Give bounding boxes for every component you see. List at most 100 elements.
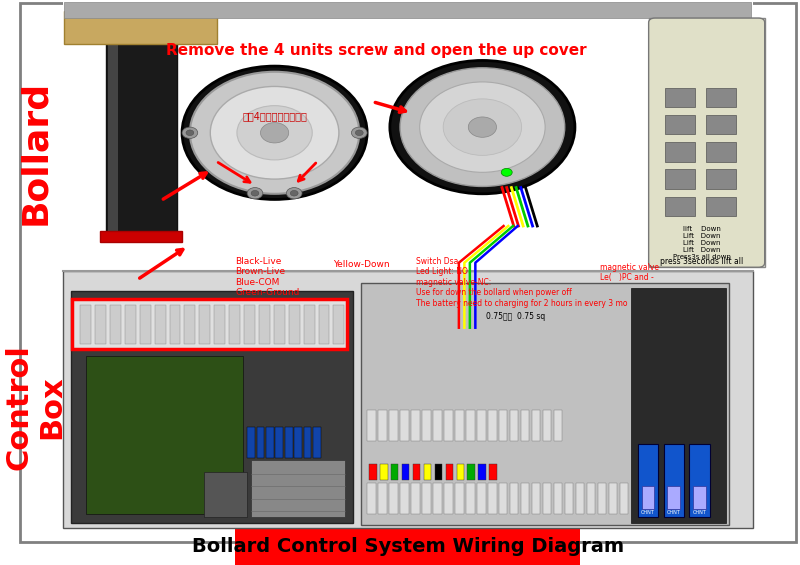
Bar bbox=[423, 464, 431, 480]
Circle shape bbox=[468, 117, 497, 137]
Bar bbox=[285, 427, 293, 458]
Bar bbox=[70, 291, 353, 523]
Bar bbox=[125, 305, 136, 344]
Bar bbox=[86, 356, 243, 514]
Bar bbox=[400, 410, 409, 441]
Bar bbox=[367, 483, 376, 514]
Bar bbox=[411, 410, 420, 441]
Bar bbox=[444, 483, 453, 514]
Circle shape bbox=[400, 68, 565, 186]
Bar bbox=[380, 464, 387, 480]
Bar bbox=[108, 28, 118, 234]
Bar bbox=[413, 464, 421, 480]
Bar bbox=[214, 305, 225, 344]
Bar bbox=[257, 427, 264, 458]
Bar bbox=[199, 305, 210, 344]
Bar bbox=[510, 410, 518, 441]
Circle shape bbox=[355, 130, 363, 136]
Bar bbox=[259, 305, 270, 344]
Bar bbox=[554, 483, 562, 514]
Bar bbox=[467, 464, 475, 480]
Bar bbox=[446, 464, 454, 480]
Bar bbox=[455, 483, 463, 514]
Bar bbox=[466, 410, 474, 441]
Bar bbox=[565, 483, 574, 514]
Bar bbox=[466, 483, 474, 514]
Bar bbox=[455, 410, 463, 441]
Text: 0.75平方  0.75 sq: 0.75平方 0.75 sq bbox=[486, 312, 546, 321]
Bar bbox=[389, 483, 398, 514]
Bar bbox=[490, 464, 498, 480]
Bar bbox=[244, 305, 255, 344]
Text: CHNT: CHNT bbox=[641, 510, 655, 515]
Bar bbox=[609, 483, 618, 514]
Bar bbox=[598, 483, 606, 514]
Bar bbox=[361, 282, 730, 525]
Bar bbox=[665, 170, 695, 189]
Circle shape bbox=[251, 190, 259, 196]
Text: Remove the 4 units screw and open the up cover: Remove the 4 units screw and open the up… bbox=[166, 44, 587, 58]
Bar bbox=[488, 410, 497, 441]
Bar bbox=[554, 410, 562, 441]
FancyBboxPatch shape bbox=[649, 18, 765, 267]
Circle shape bbox=[390, 60, 575, 194]
Bar bbox=[185, 305, 195, 344]
Bar bbox=[477, 483, 486, 514]
Bar bbox=[521, 410, 530, 441]
Text: Control
Box: Control Box bbox=[4, 344, 66, 470]
Bar bbox=[642, 486, 654, 508]
Bar bbox=[274, 305, 285, 344]
Text: Switch Dsa
Led Light: NO
magnetic valve-NC:
Use for down the bollard when power : Switch Dsa Led Light: NO magnetic valve-… bbox=[416, 257, 627, 308]
Bar bbox=[289, 305, 300, 344]
Circle shape bbox=[351, 127, 367, 138]
Bar bbox=[663, 444, 684, 517]
Bar bbox=[110, 305, 121, 344]
Bar bbox=[586, 483, 595, 514]
Bar bbox=[499, 483, 507, 514]
Bar bbox=[422, 483, 430, 514]
Bar bbox=[542, 410, 551, 441]
Bar bbox=[275, 427, 283, 458]
Bar bbox=[631, 288, 726, 523]
Text: Bollard: Bollard bbox=[18, 80, 53, 225]
Bar bbox=[706, 88, 736, 107]
Bar bbox=[690, 444, 710, 517]
Circle shape bbox=[290, 190, 298, 196]
Bar bbox=[694, 486, 706, 508]
Bar bbox=[457, 464, 464, 480]
Bar bbox=[140, 305, 150, 344]
Bar bbox=[532, 483, 541, 514]
Bar bbox=[422, 410, 430, 441]
Bar bbox=[170, 305, 181, 344]
Bar bbox=[304, 427, 311, 458]
Circle shape bbox=[261, 123, 289, 143]
Circle shape bbox=[247, 188, 263, 199]
Bar bbox=[434, 464, 442, 480]
Bar bbox=[667, 486, 680, 508]
Bar bbox=[638, 444, 658, 517]
Bar bbox=[95, 305, 106, 344]
Bar bbox=[80, 305, 91, 344]
Circle shape bbox=[443, 99, 522, 155]
Bar bbox=[154, 305, 166, 344]
Bar bbox=[378, 483, 386, 514]
Circle shape bbox=[186, 130, 194, 136]
Circle shape bbox=[237, 106, 312, 160]
Bar bbox=[389, 410, 398, 441]
Bar bbox=[620, 483, 628, 514]
Bar bbox=[65, 2, 750, 18]
Bar bbox=[247, 427, 255, 458]
Bar bbox=[411, 483, 420, 514]
Text: Black-Live
Brown-Live
Blue-COM
Green-Ground: Black-Live Brown-Live Blue-COM Green-Gro… bbox=[235, 257, 300, 297]
Circle shape bbox=[210, 86, 339, 179]
Circle shape bbox=[182, 127, 198, 138]
Bar bbox=[706, 142, 736, 162]
Bar bbox=[72, 299, 346, 349]
Text: 拆下4个螺丝，打开上盖: 拆下4个螺丝，打开上盖 bbox=[242, 111, 307, 121]
Bar bbox=[313, 427, 321, 458]
Circle shape bbox=[420, 82, 545, 172]
Text: magnetic valve
Le(   )PC and -: magnetic valve Le( )PC and - bbox=[600, 263, 659, 282]
Bar bbox=[294, 427, 302, 458]
Bar bbox=[650, 18, 766, 267]
Circle shape bbox=[286, 188, 302, 199]
